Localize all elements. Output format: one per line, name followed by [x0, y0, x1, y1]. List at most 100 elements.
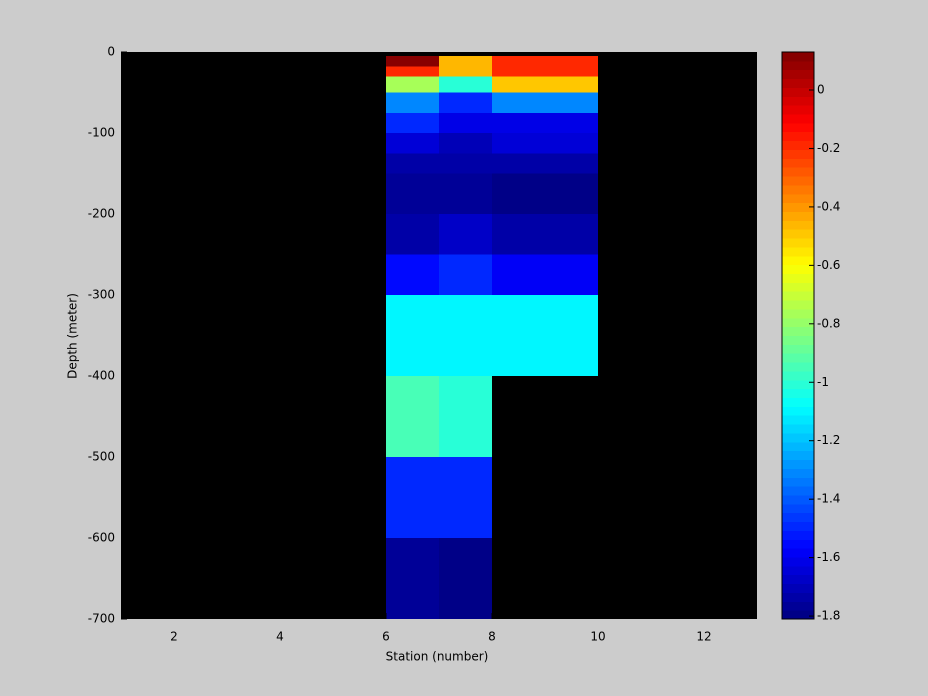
y-tick-label: -700	[88, 612, 115, 626]
heatmap-cell	[386, 153, 439, 174]
heatmap-cell	[439, 538, 492, 619]
colorbar-band	[782, 494, 814, 505]
heatmap-cell	[492, 153, 598, 174]
heatmap-cell	[492, 173, 598, 214]
colorbar-band	[782, 273, 814, 283]
colorbar-band	[782, 548, 814, 558]
colorbar-band	[782, 477, 814, 487]
colorbar-band	[782, 167, 814, 177]
heatmap-cell	[386, 133, 439, 154]
heatmap-cell	[386, 254, 439, 295]
colorbar-tick-label: -0.8	[817, 316, 840, 330]
colorbar-band	[782, 184, 814, 195]
colorbar-band	[782, 202, 814, 212]
y-axis-label: Depth (meter)	[66, 293, 80, 379]
heatmap-cell	[386, 376, 439, 457]
colorbar-band	[782, 441, 814, 452]
colorbar-band	[782, 238, 814, 248]
colorbar-band	[782, 60, 814, 71]
colorbar-band	[782, 601, 814, 611]
colorbar-band	[782, 308, 814, 319]
colorbar-band	[782, 379, 814, 390]
colorbar-band	[782, 291, 814, 301]
colorbar-band	[782, 556, 814, 567]
heatmap-cell	[492, 214, 598, 255]
colorbar-band	[782, 69, 814, 80]
heatmap-cell	[492, 92, 598, 113]
colorbar-tick-label: -0.2	[817, 141, 840, 155]
colorbar-band	[782, 158, 814, 168]
colorbar-band	[782, 335, 814, 345]
colorbar-band	[782, 503, 814, 514]
x-tick-label: 10	[590, 630, 605, 644]
colorbar-band	[782, 468, 814, 478]
colorbar-band	[782, 140, 814, 150]
heatmap-cell	[386, 173, 439, 214]
colorbar-band	[782, 539, 814, 549]
colorbar-band	[782, 220, 814, 230]
heatmap-cell	[386, 92, 439, 113]
colorbar-band	[782, 131, 814, 142]
colorbar-band	[782, 193, 814, 204]
y-tick-label: -300	[88, 288, 115, 302]
heatmap-cell	[492, 112, 598, 133]
colorbar-band	[782, 592, 814, 602]
colorbar-band	[782, 211, 814, 221]
heatmap-cell	[439, 112, 492, 133]
colorbar-band	[782, 255, 814, 266]
colorbar-band	[782, 530, 814, 540]
heatmap-cell	[386, 56, 439, 67]
colorbar-band	[782, 229, 814, 239]
heatmap-cell	[492, 254, 598, 295]
heatmap-cell	[439, 76, 492, 93]
x-tick-label: 6	[382, 630, 390, 644]
heatmap-cell	[439, 153, 492, 174]
colorbar-band	[782, 388, 814, 399]
colorbar-band	[782, 370, 814, 381]
x-tick-label: 4	[276, 630, 284, 644]
x-axis-label: Station (number)	[386, 650, 489, 664]
heatmap-cell	[492, 76, 598, 93]
colorbar-band	[782, 521, 814, 531]
y-tick-label: -100	[88, 126, 115, 140]
colorbar-band	[782, 512, 814, 523]
colorbar-tick-label: -0.6	[817, 258, 840, 272]
colorbar-band	[782, 317, 814, 328]
heatmap-cell	[386, 112, 439, 133]
heatmap-cell	[492, 56, 598, 67]
colorbar-tick-label: -1.6	[817, 550, 840, 564]
heatmap-cell	[439, 56, 492, 67]
colorbar-band	[782, 326, 814, 336]
y-tick-label: -600	[88, 531, 115, 545]
y-tick-label: -500	[88, 450, 115, 464]
colorbar-band	[782, 574, 814, 585]
colorbar-band	[782, 78, 814, 88]
heatmap-cell	[386, 538, 439, 619]
colorbar-band	[782, 583, 814, 593]
heatmap-cell	[439, 254, 492, 295]
colorbar-band	[782, 415, 814, 425]
y-tick-label: -400	[88, 369, 115, 383]
colorbar-band	[782, 149, 814, 159]
colorbar-band	[782, 105, 814, 115]
colorbar-band	[782, 486, 814, 496]
x-tick-label: 2	[170, 630, 178, 644]
colorbar-band	[782, 565, 814, 576]
x-tick-label: 12	[696, 630, 711, 644]
heatmap-cell	[439, 66, 492, 77]
colorbar-band	[782, 353, 814, 363]
colorbar-band	[782, 432, 814, 443]
y-tick-label: -200	[88, 207, 115, 221]
colorbar-band	[782, 246, 814, 257]
colorbar-band	[782, 264, 814, 274]
colorbar-tick-label: -1	[817, 375, 829, 389]
colorbar-frame	[781, 51, 815, 620]
heatmap-cell	[439, 457, 492, 538]
colorbar-band	[782, 450, 814, 461]
heatmap-cell	[439, 214, 492, 255]
colorbar-band	[782, 114, 814, 124]
heatmap-cell	[439, 92, 492, 113]
colorbar-band	[782, 424, 814, 434]
colorbar-band	[782, 176, 814, 186]
